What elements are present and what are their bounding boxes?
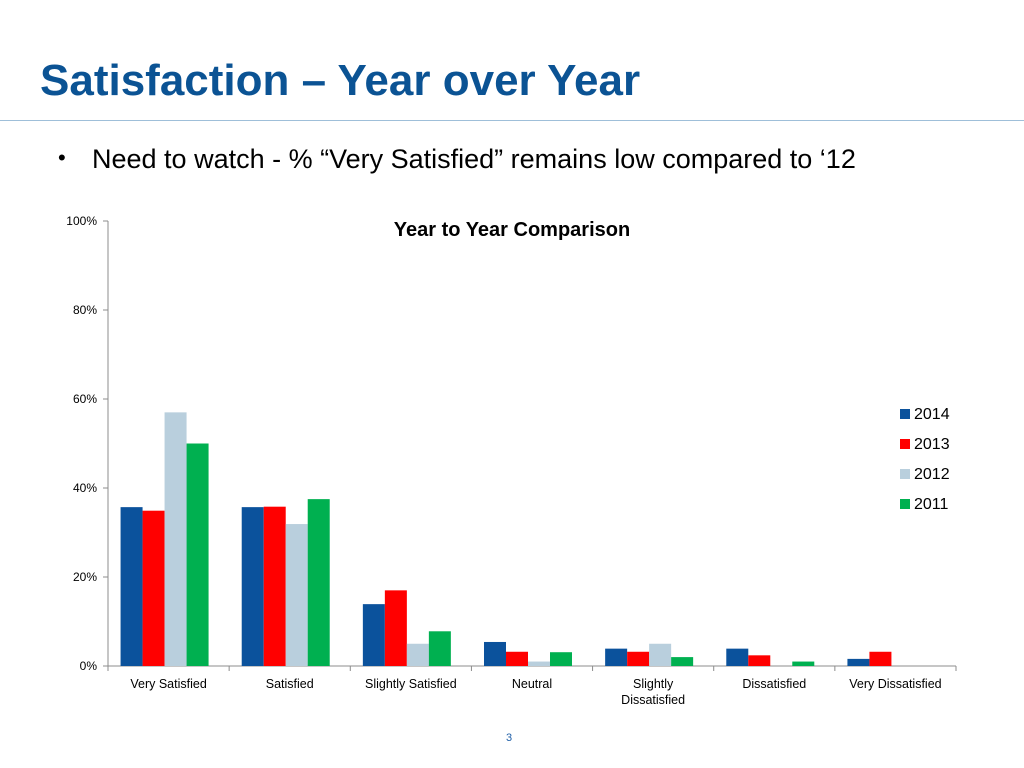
bar-2013-slightly-satisfied: [384, 590, 407, 666]
x-tick-label: Satisfied: [266, 677, 314, 691]
slide-title: Satisfaction – Year over Year: [40, 56, 641, 105]
legend-swatch-2012: [900, 469, 910, 479]
bar-2014-very-satisfied: [120, 507, 143, 666]
bar-2014-slightly-dissatisfied: [605, 648, 628, 666]
bar-2014-very-dissatisfied: [847, 658, 870, 666]
bar-2013-dissatisfied: [748, 655, 771, 666]
y-tick-label: 60%: [73, 392, 97, 406]
x-tick-label: Slightly Satisfied: [365, 677, 457, 691]
legend-label-2013: 2013: [914, 436, 950, 453]
legend-swatch-2014: [900, 409, 910, 419]
title-divider: [0, 120, 1024, 121]
x-tick-label: Slightly Dissatisfied: [621, 677, 685, 707]
bar-2012-slightly-dissatisfied: [649, 643, 672, 666]
y-tick-label: 80%: [73, 303, 97, 317]
legend-swatch-2011: [900, 499, 910, 509]
bullet-text: Need to watch - % “Very Satisfied” remai…: [92, 144, 856, 174]
page-number: 3: [506, 732, 513, 744]
bar-2012-satisfied: [285, 524, 308, 666]
bar-2011-dissatisfied: [792, 661, 815, 666]
bar-2014-neutral: [484, 641, 506, 666]
x-tick-label: Dissatisfied: [742, 677, 806, 691]
legend-label-2011: 2011: [914, 496, 949, 513]
chart-title: Year to Year Comparison: [394, 219, 630, 241]
y-tick-label: 100%: [66, 214, 97, 228]
bar-2011-neutral: [550, 652, 572, 666]
bullet-point: • Need to watch - % “Very Satisfied” rema…: [58, 144, 856, 175]
bar-2013-very-satisfied: [142, 510, 165, 666]
bar-2012-very-satisfied: [164, 412, 187, 666]
bar-2011-satisfied: [307, 499, 330, 666]
x-tick-label: Very Dissatisfied: [849, 677, 941, 691]
x-tick-label: Neutral: [512, 677, 552, 691]
bullet-icon: •: [58, 145, 66, 170]
legend-label-2014: 2014: [914, 406, 950, 423]
y-tick-label: 0%: [80, 659, 98, 673]
bar-2013-neutral: [506, 651, 528, 666]
bar-2013-very-dissatisfied: [869, 651, 892, 666]
bar-2014-satisfied: [241, 507, 264, 666]
legend-swatch-2013: [900, 439, 910, 449]
bar-2014-slightly-satisfied: [362, 604, 385, 666]
bar-2011-slightly-dissatisfied: [671, 657, 694, 666]
bar-2011-slightly-satisfied: [428, 631, 451, 666]
y-tick-label: 20%: [73, 570, 97, 584]
bar-2014-dissatisfied: [726, 648, 749, 666]
bar-2013-slightly-dissatisfied: [627, 651, 650, 666]
x-tick-label: Very Satisfied: [130, 677, 206, 691]
bar-2012-neutral: [528, 661, 550, 666]
bar-2011-very-satisfied: [186, 443, 209, 666]
bar-2013-satisfied: [263, 506, 286, 666]
y-tick-label: 40%: [73, 481, 97, 495]
legend-label-2012: 2012: [914, 466, 950, 483]
bar-2012-slightly-satisfied: [406, 643, 429, 666]
